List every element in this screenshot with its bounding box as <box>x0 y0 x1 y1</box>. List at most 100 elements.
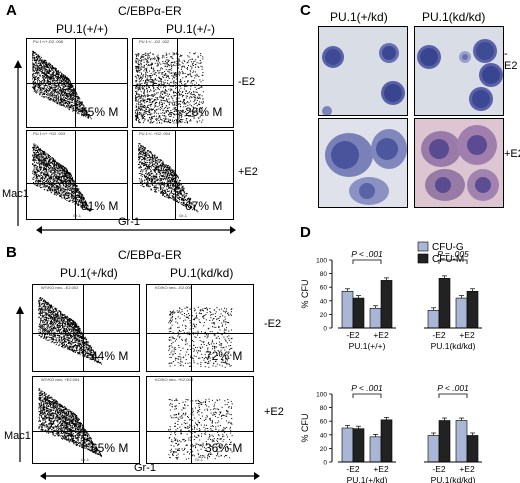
y-tick-label: 80 <box>320 271 328 278</box>
bar-cfu-g <box>369 436 382 463</box>
plot-header: PU.1+/+ +D2 .003 <box>33 131 66 136</box>
scatter-a3 <box>32 143 92 212</box>
cfu-legend: CFU-G CFU-M <box>417 241 464 265</box>
panel-label-d: D <box>300 224 311 241</box>
panel-a-genotype-1: PU.1(+/+) <box>56 22 109 36</box>
percent-label: 81% M <box>81 199 119 213</box>
plot-header: PU.1+/+-D2 .006 <box>33 39 64 44</box>
condition-label: -E2 <box>346 464 360 474</box>
scatter-a2 <box>135 52 204 124</box>
bar-cfu-m <box>438 278 451 329</box>
flow-plot-b4: KO/KO neo- +E2.008 36% M Gr-1 <box>146 376 254 464</box>
panel-a-condition-2: +E2 <box>238 166 258 178</box>
micrograph-c2 <box>414 26 504 116</box>
genotype-label: PU.1(+/kd) <box>347 475 388 483</box>
y-tick-label: 100 <box>316 258 327 265</box>
plot-header: PU.1+/- -D2 .002 <box>139 39 170 44</box>
significance-bracket <box>438 393 468 398</box>
y-tick-label: 100 <box>316 392 327 399</box>
bar-cfu-m <box>380 419 393 463</box>
significance-bracket <box>352 393 382 398</box>
panel-c-genotype-1: PU.1(+/kd) <box>330 10 388 24</box>
condition-label: +E2 <box>459 330 475 340</box>
panel-b-condition-1: -E2 <box>264 318 282 330</box>
flow-plot-b3: WT/KO neo- +E2.004 65% M Gr-1 <box>32 376 140 464</box>
condition-label: +E2 <box>459 464 475 474</box>
p-value-label: P < .001 <box>351 249 383 259</box>
genotype-label: PU.1(+/+) <box>349 341 386 351</box>
panel-a-genotype-2: PU.1(+/-) <box>166 22 216 36</box>
scatter-b3 <box>38 388 102 457</box>
y-axis-label: % CFU <box>300 280 310 309</box>
flow-plot-a1: PU.1+/+-D2 .006 55% M <box>26 38 128 128</box>
plot-header: WT/KO neo- +E2.004 <box>41 377 80 382</box>
bar-cfu-g <box>427 435 440 463</box>
panel-a-x-arrow <box>36 226 236 234</box>
y-tick-label: 60 <box>320 419 328 426</box>
bar-cfu-m <box>380 280 393 329</box>
legend-swatch-cfu-g <box>417 241 429 252</box>
legend-cfu-m: CFU-M <box>432 254 464 265</box>
y-tick-label: 0 <box>323 460 327 467</box>
micrograph-c3 <box>318 118 408 208</box>
y-tick-label: 60 <box>320 285 328 292</box>
bar-cfu-g <box>369 307 382 329</box>
plot-header: KO/KO neo- -E2.006 <box>155 285 192 290</box>
bar-cfu-m <box>352 297 365 329</box>
p-value-label: P = .005 <box>437 249 469 259</box>
panel-b-x-axis-label: Gr-1 <box>134 462 156 474</box>
p-value-label: P < .001 <box>437 383 469 393</box>
panel-a-title: C/EBPα-ER <box>118 4 182 18</box>
plot-header: PU.1+/- +D2 .004 <box>139 131 171 136</box>
panel-b-genotype-2: PU.1(kd/kd) <box>170 266 234 280</box>
panel-c-genotype-2: PU.1(kd/kd) <box>422 10 486 24</box>
bar-cfu-m <box>466 290 479 329</box>
percent-label: 36% M <box>205 441 243 455</box>
y-axis-label: % CFU <box>300 414 310 443</box>
percent-label: 44% M <box>91 349 129 363</box>
panel-a-y-arrow <box>14 60 22 226</box>
panel-c-condition-1: -E2 <box>504 48 518 72</box>
percent-label: 67% M <box>185 199 223 213</box>
y-tick-label: 20 <box>320 446 328 453</box>
bar-cfu-g <box>341 427 354 463</box>
bar-cfu-m <box>466 435 479 463</box>
small-axis-x: Gr-1 <box>179 213 187 218</box>
percent-label: 55% M <box>81 105 119 119</box>
y-tick-label: 20 <box>320 312 328 319</box>
scatter-a1 <box>32 50 92 120</box>
condition-label: -E2 <box>432 330 446 340</box>
bar-cfu-m <box>352 428 365 463</box>
panel-b-y-arrow <box>16 306 24 462</box>
panel-a-x-axis-label: Gr-1 <box>118 216 140 228</box>
percent-label: 65% M <box>91 441 129 455</box>
panel-b-x-arrow <box>40 472 260 480</box>
panel-b-y-axis-label: Mac1 <box>4 430 31 442</box>
panel-a-plot-grid: PU.1+/+-D2 .006 55% M PU.1+/- -D2 .002 2… <box>26 38 234 220</box>
micrograph-c4 <box>414 118 504 208</box>
flow-plot-a4: PU.1+/- +D2 .004 67% M Gr-1 <box>132 130 234 220</box>
panel-a-y-axis-label: Mac1 <box>2 188 29 200</box>
condition-label: -E2 <box>432 464 446 474</box>
condition-label: +E2 <box>373 330 389 340</box>
percent-label: 72% M <box>205 349 243 363</box>
bar-cfu-g <box>455 297 468 329</box>
panel-c-condition-2: +E2 <box>504 148 520 160</box>
percent-label: 26% M <box>185 105 223 119</box>
y-tick-label: 40 <box>320 298 328 305</box>
bar-cfu-g <box>341 290 354 329</box>
condition-label: +E2 <box>373 464 389 474</box>
legend-cfu-g: CFU-G <box>432 242 464 253</box>
small-axis-x: Gr-1 <box>73 213 81 218</box>
flow-plot-b1: WT/KO neo- -E2.002 44% M <box>32 284 140 372</box>
condition-label: -E2 <box>346 330 360 340</box>
flow-plot-a2: PU.1+/- -D2 .002 26% M <box>132 38 234 128</box>
flow-plot-a3: PU.1+/+ +D2 .003 81% M Gr-1 <box>26 130 128 220</box>
bar-cfu-m <box>438 420 451 463</box>
p-value-label: P < .001 <box>351 383 383 393</box>
small-axis-x: Gr-1 <box>81 457 89 462</box>
y-tick-label: 0 <box>323 326 327 333</box>
